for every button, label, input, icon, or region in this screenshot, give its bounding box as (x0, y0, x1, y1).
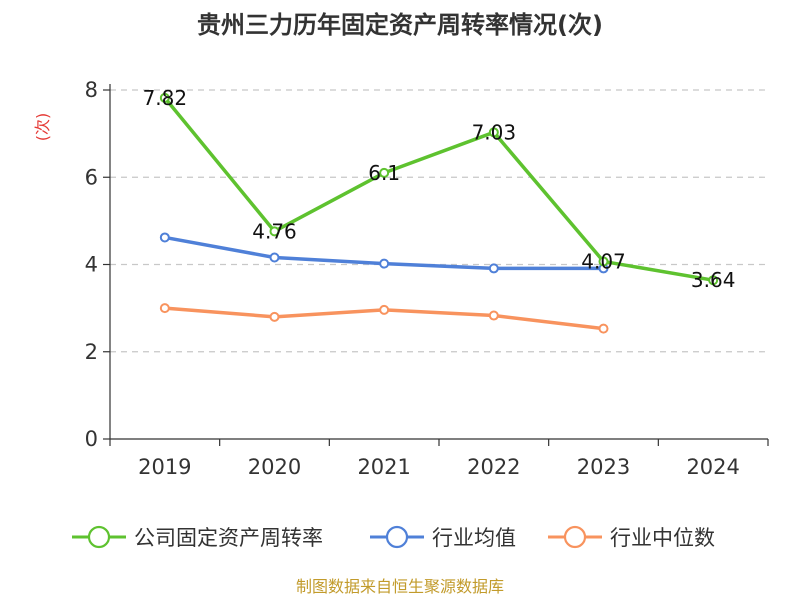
legend-marker (385, 525, 409, 549)
data-point-2 (269, 311, 280, 322)
data-label: 4.07 (581, 249, 626, 273)
x-tick-label: 2024 (686, 455, 739, 479)
legend-label: 行业均值 (432, 526, 516, 550)
legend-item-1[interactable]: 行业均值 (370, 525, 516, 550)
data-point-1 (159, 232, 170, 243)
data-point-0 (159, 92, 170, 103)
legend-item-0[interactable]: 公司固定资产周转率 (72, 525, 323, 550)
series-line-0 (163, 96, 715, 282)
data-label: 7.03 (472, 120, 517, 144)
data-point-1 (488, 263, 499, 274)
data-point-0 (269, 226, 280, 237)
data-point-1 (379, 258, 390, 269)
data-label: 6.1 (368, 161, 400, 185)
data-point-0 (598, 256, 609, 267)
y-tick-label: 8 (85, 78, 98, 102)
source-note: 制图数据来自恒生聚源数据库 (296, 577, 504, 596)
chart-title: 贵州三力历年固定资产周转率情况(次) (197, 11, 603, 39)
data-point-1 (269, 252, 280, 263)
x-tick-label: 2019 (138, 455, 191, 479)
legend[interactable]: 公司固定资产周转率 行业均值 行业中位数 (72, 525, 715, 550)
data-labels: 7.82 4.76 6.1 7.03 4.07 3.64 (143, 86, 736, 292)
y-tick-label: 2 (85, 340, 98, 364)
data-point-2 (379, 304, 390, 315)
y-tick-label: 0 (85, 427, 98, 451)
x-tick-label: 2022 (467, 455, 520, 479)
y-tick-label: 6 (85, 165, 98, 189)
y-axis-label: (次) (33, 113, 52, 142)
axes: 0 2 4 6 8 2019 2020 2021 2022 2023 2024 (85, 78, 769, 479)
data-point-2 (488, 310, 499, 321)
legend-marker (87, 525, 111, 549)
data-point-0 (488, 127, 499, 138)
data-label: 4.76 (252, 219, 297, 243)
data-point-2 (598, 323, 609, 334)
y-tick-label: 4 (85, 253, 98, 277)
x-tick-label: 2023 (577, 455, 630, 479)
legend-marker (563, 525, 587, 549)
x-tick-label: 2021 (357, 455, 410, 479)
data-label: 3.64 (691, 268, 736, 292)
legend-item-2[interactable]: 行业中位数 (548, 525, 715, 550)
series-lines (159, 92, 719, 334)
data-label: 7.82 (143, 86, 188, 110)
data-point-0 (379, 167, 390, 178)
data-point-0 (708, 275, 719, 286)
legend-label: 公司固定资产周转率 (134, 526, 323, 550)
data-point-2 (159, 303, 170, 314)
x-tick-label: 2020 (248, 455, 301, 479)
legend-label: 行业中位数 (610, 526, 715, 550)
